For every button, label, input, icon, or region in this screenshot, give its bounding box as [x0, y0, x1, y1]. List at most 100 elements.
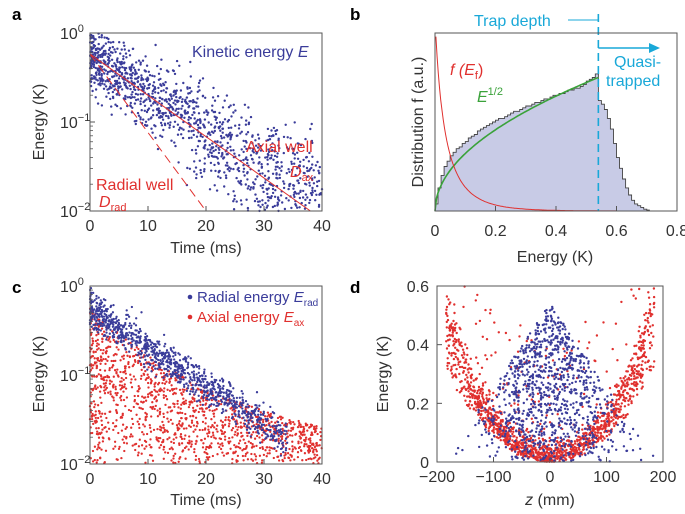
panel-a-ylabel: Energy (K) [31, 84, 48, 160]
axial-energy-point [229, 440, 232, 443]
radial-energy-point [259, 441, 262, 444]
kinetic-energy-point [266, 152, 270, 156]
axial-energy-point [257, 408, 261, 411]
radial-energy-point [144, 358, 147, 362]
axial-energy-point [525, 339, 528, 343]
kinetic-energy-point [146, 78, 150, 82]
radial-energy-point [185, 382, 188, 385]
axial-energy-point [482, 398, 485, 401]
axial-energy-point [464, 399, 467, 402]
kinetic-energy-point [213, 126, 216, 129]
kinetic-energy-point [100, 77, 103, 80]
axial-energy-point [633, 352, 636, 355]
kinetic-energy-point [99, 84, 102, 87]
axial-energy-point [454, 352, 457, 356]
axial-energy-point [573, 440, 577, 443]
axial-energy-point [165, 380, 168, 383]
axial-energy-point [94, 416, 97, 420]
axial-energy-point [478, 372, 481, 376]
radial-energy-point [151, 341, 154, 344]
kinetic-energy-point [202, 146, 205, 149]
axial-energy-point [101, 378, 104, 381]
legend-radial-sub: rad [304, 298, 318, 309]
axial-energy-point [614, 322, 618, 325]
axial-energy-point [490, 408, 493, 411]
axial-energy-point [127, 361, 130, 364]
radial-energy-point [92, 291, 95, 295]
panel-a-letter: a [12, 5, 22, 24]
axial-energy-point [635, 353, 638, 356]
kinetic-energy-point [261, 186, 264, 190]
kinetic-energy-point [209, 133, 212, 137]
radial-energy-point [221, 408, 224, 411]
axial-energy-point [195, 425, 198, 428]
axial-energy-point [90, 402, 93, 405]
radial-energy-point [179, 380, 182, 383]
axial-energy-point [290, 455, 293, 458]
kinetic-energy-point [194, 122, 197, 125]
kinetic-energy-point [316, 180, 319, 183]
axial-energy-point [137, 423, 141, 426]
axial-energy-point [112, 375, 115, 378]
kinetic-energy-point [93, 51, 96, 55]
axial-energy-point [288, 434, 292, 437]
axial-energy-point [504, 440, 507, 444]
kinetic-energy-point [130, 80, 133, 83]
radial-energy-point [192, 370, 196, 373]
kinetic-energy-point [112, 40, 115, 44]
kinetic-energy-point [221, 151, 224, 155]
axial-energy-point [91, 339, 95, 343]
axial-energy-point [453, 323, 457, 326]
kinetic-energy-point [133, 88, 136, 91]
radial-energy-point [157, 352, 160, 356]
kinetic-energy-point [264, 156, 267, 159]
kinetic-energy-point [196, 123, 200, 127]
axial-energy-point [211, 454, 215, 458]
radial-energy-point [193, 378, 196, 382]
axial-energy-point [481, 393, 484, 396]
axial-energy-point [302, 427, 306, 431]
axial-energy-point [542, 453, 545, 456]
kinetic-energy-point [148, 98, 151, 101]
radial-energy-point [217, 386, 220, 389]
radial-energy-point [210, 389, 213, 392]
axial-energy-point [545, 450, 548, 453]
axial-energy-point [485, 338, 489, 341]
axial-energy-point [158, 407, 162, 410]
kinetic-energy-point [192, 129, 195, 132]
axial-energy-point [202, 442, 205, 445]
axial-energy-point [179, 433, 183, 436]
axial-energy-point [499, 439, 502, 442]
axial-energy-point [576, 440, 579, 443]
axial-energy-point [124, 372, 127, 375]
radial-energy-point [163, 352, 167, 356]
kinetic-energy-point [113, 79, 117, 83]
axial-energy-point [647, 291, 650, 294]
kinetic-energy-point [217, 151, 221, 155]
axial-energy-point [475, 356, 478, 359]
kinetic-energy-point [230, 115, 233, 118]
axial-energy-point [458, 342, 461, 345]
axial-energy-point [201, 420, 205, 424]
radial-energy-point [155, 352, 158, 355]
kinetic-energy-point [183, 100, 187, 103]
kinetic-energy-point [221, 106, 225, 109]
kinetic-energy-point [270, 195, 273, 198]
kinetic-energy-point [126, 72, 129, 75]
axial-energy-point [449, 301, 452, 304]
radial-energy-point [105, 338, 108, 341]
radial-energy-point [248, 431, 251, 434]
kinetic-energy-point [141, 93, 145, 96]
kinetic-energy-point [164, 114, 168, 118]
kinetic-energy-point [100, 65, 104, 69]
axial-energy-point [127, 362, 130, 366]
axial-energy-point [475, 406, 478, 409]
axial-energy-point [597, 436, 601, 439]
kinetic-energy-point [147, 70, 150, 74]
axial-energy-point [142, 423, 145, 426]
axial-energy-point [117, 431, 120, 435]
axial-energy-point [258, 436, 261, 439]
axial-energy-point [219, 402, 223, 406]
kinetic-energy-point [136, 111, 140, 115]
radial-energy-point [259, 426, 263, 429]
